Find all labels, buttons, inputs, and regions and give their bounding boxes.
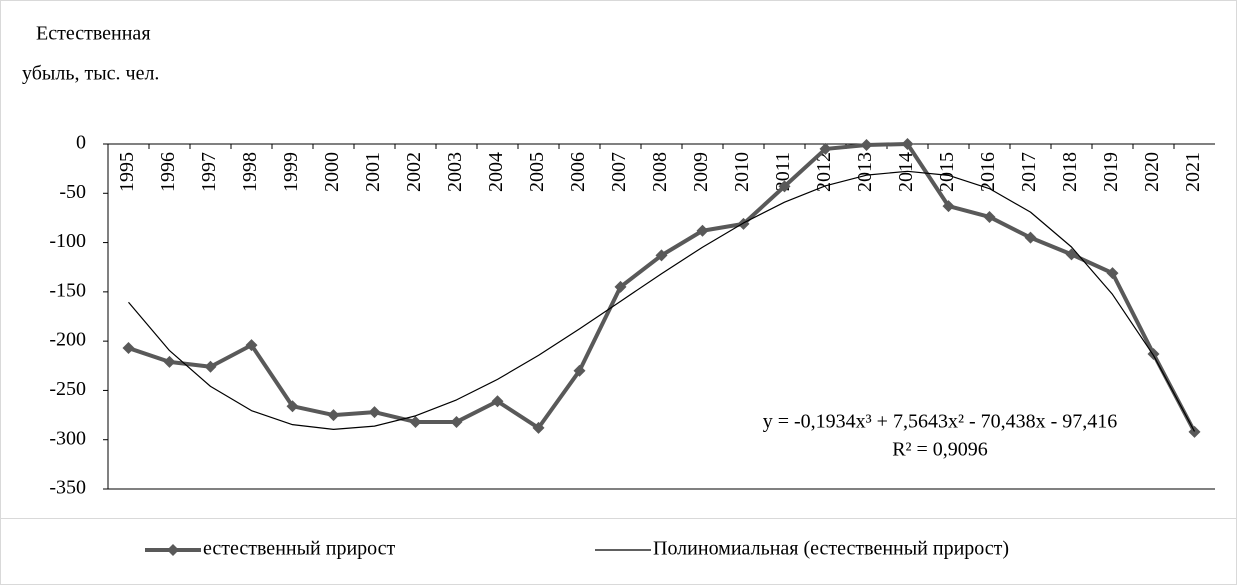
x-tick-label: 1998 [239,152,261,192]
y-axis-label: убыль, тыс. чел. [22,63,159,85]
data-point [655,249,668,262]
y-tick-label: -350 [49,477,86,499]
data-point [327,409,340,422]
data-point [942,200,955,213]
y-tick-label: -50 [59,181,86,203]
x-tick-label: 2010 [731,152,753,192]
x-tick-label: 2003 [444,152,466,192]
data-point [450,415,463,428]
data-point [860,138,873,151]
x-tick-label: 2017 [1018,152,1040,192]
data-point [1188,425,1201,438]
x-tick-label: 2015 [936,152,958,192]
x-tick-label: 1996 [157,152,179,192]
data-point [901,138,914,150]
data-point [204,360,217,373]
data-point [1106,267,1119,280]
data-point [573,364,586,377]
data-point [368,406,381,419]
y-tick-label: -100 [49,230,86,252]
y-tick-label: 0 [76,132,86,154]
trend-equation: y = -0,1934x³ + 7,5643x² - 70,438x - 97,… [763,411,1118,433]
trend-line [128,170,1196,432]
data-point [696,224,709,237]
y-tick-label: -200 [49,329,86,351]
x-tick-label: 2009 [690,152,712,192]
y-axis-label: Естественная [36,23,151,45]
legend-marker [167,544,179,556]
data-point [409,415,422,428]
data-point [983,210,996,223]
data-point [532,421,545,434]
x-tick-label: 2016 [977,152,999,192]
data-point [778,180,791,193]
data-point [819,142,832,155]
data-point [163,355,176,368]
x-tick-label: 2021 [1182,152,1204,192]
x-tick-label: 2001 [362,152,384,192]
x-tick-label: 1997 [198,152,220,192]
x-tick-label: 2007 [608,152,630,192]
y-tick-label: -150 [49,279,86,301]
data-point [1024,231,1037,244]
legend-label: Полиномиальная (естественный прирост) [653,538,1009,560]
data-point [286,400,299,413]
data-point [491,395,504,408]
legend-label: естественный прирост [203,538,396,560]
x-tick-label: 2012 [813,152,835,192]
y-tick-label: -250 [49,378,86,400]
r-squared: R² = 0,9096 [892,439,988,461]
x-tick-label: 2002 [403,152,425,192]
x-tick-label: 1999 [280,152,302,192]
x-tick-label: 2000 [321,152,343,192]
x-tick-label: 2013 [854,152,876,192]
data-point [1065,248,1078,261]
x-tick-label: 2008 [649,152,671,192]
data-point [122,342,135,355]
x-tick-label: 2020 [1141,152,1163,192]
x-tick-label: 2019 [1100,152,1122,192]
y-tick-label: -300 [49,427,86,449]
x-tick-label: 1995 [116,152,138,192]
x-tick-label: 2005 [526,152,548,192]
x-tick-label: 2018 [1059,152,1081,192]
x-tick-label: 2006 [567,152,589,192]
x-tick-label: 2004 [485,152,507,192]
data-point [614,280,627,293]
data-point [245,339,258,352]
